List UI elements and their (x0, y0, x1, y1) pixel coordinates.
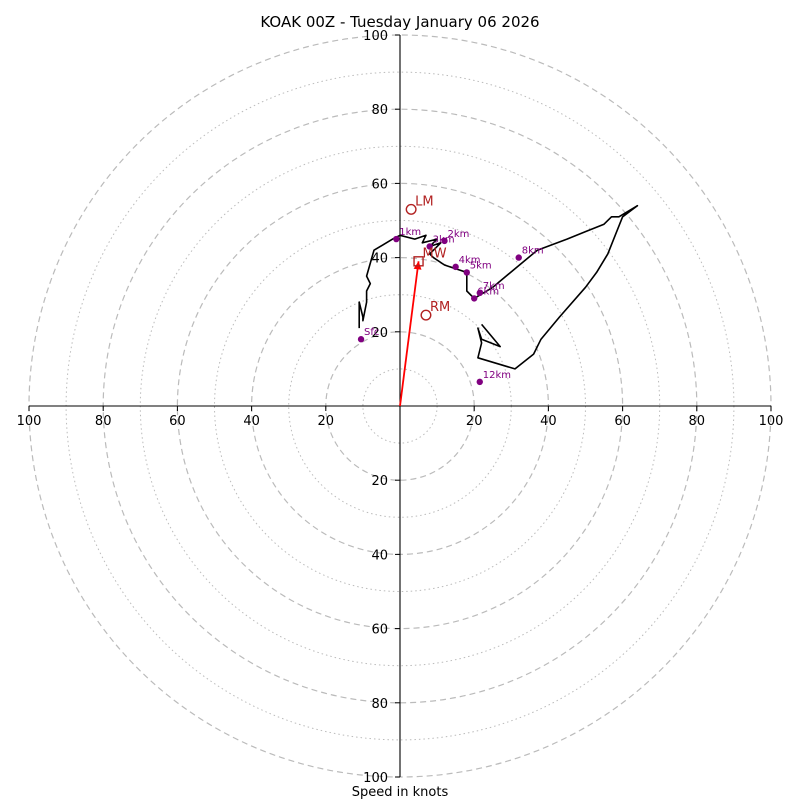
height-point-1km (393, 235, 400, 243)
height-point-7km (476, 289, 483, 297)
height-point-Sfc (357, 336, 365, 343)
height-point-6km (471, 295, 478, 302)
height-point-2km (441, 237, 448, 245)
storm-marker-LM (405, 203, 417, 215)
tick-label-right: 20 (466, 414, 483, 429)
tick-label-right: 100 (759, 414, 784, 429)
hodograph-trace (358, 204, 639, 370)
height-label-5km: 5km (470, 260, 492, 271)
tick-label-left: 80 (95, 414, 112, 429)
tick-label-top: 20 (371, 326, 388, 341)
height-point-4km (452, 263, 459, 271)
tick-label-left: 60 (169, 414, 186, 429)
height-point-12km (476, 378, 483, 386)
tick-label-right: 40 (540, 414, 557, 429)
height-point-5km (463, 269, 470, 276)
storm-label-RM: RM (430, 300, 450, 315)
tick-label-top: 100 (363, 29, 388, 44)
axis-ticks: 100 100 80 80 60 60 40 40 20 20 20 20 40 40 60 60 80 80 10… (17, 29, 784, 786)
x-axis-label: Speed in knots (352, 785, 449, 800)
tick-label-left: 20 (318, 414, 335, 429)
mean-wind-vector (399, 261, 420, 407)
tick-label-bottom: 80 (371, 697, 388, 712)
tick-label-left: 40 (243, 414, 260, 429)
tick-label-top: 60 (371, 177, 388, 192)
storm-marker-MW (413, 256, 424, 267)
storm-marker-RM (420, 309, 432, 321)
height-label-4km: 4km (459, 255, 481, 266)
height-label-Sfc: Sfc (364, 327, 379, 338)
tick-label-right: 60 (614, 414, 631, 429)
height-label-3km: 3km (433, 234, 455, 245)
tick-label-bottom: 100 (363, 771, 388, 786)
height-point-8km (515, 254, 522, 261)
tick-label-top: 40 (371, 252, 388, 267)
tick-label-right: 80 (689, 414, 706, 429)
tick-label-bottom: 60 (371, 623, 388, 638)
tick-label-bottom: 20 (371, 474, 388, 489)
height-label-1km: 1km (399, 227, 421, 238)
height-label-2km: 2km (448, 229, 470, 240)
tick-label-bottom: 40 (371, 548, 388, 563)
tick-label-top: 80 (371, 103, 388, 118)
storm-label-LM: LM (415, 194, 433, 209)
height-label-8km: 8km (522, 246, 544, 257)
height-point-3km (426, 243, 433, 250)
tick-label-left: 100 (17, 414, 42, 429)
chart-title: KOAK 00Z - Tuesday January 06 2026 (260, 13, 539, 31)
storm-label-MW: MW (423, 246, 447, 261)
height-label-12km: 12km (483, 370, 511, 381)
height-label-6km: 6km (477, 286, 499, 297)
height-label-7km: 7km (483, 281, 505, 292)
